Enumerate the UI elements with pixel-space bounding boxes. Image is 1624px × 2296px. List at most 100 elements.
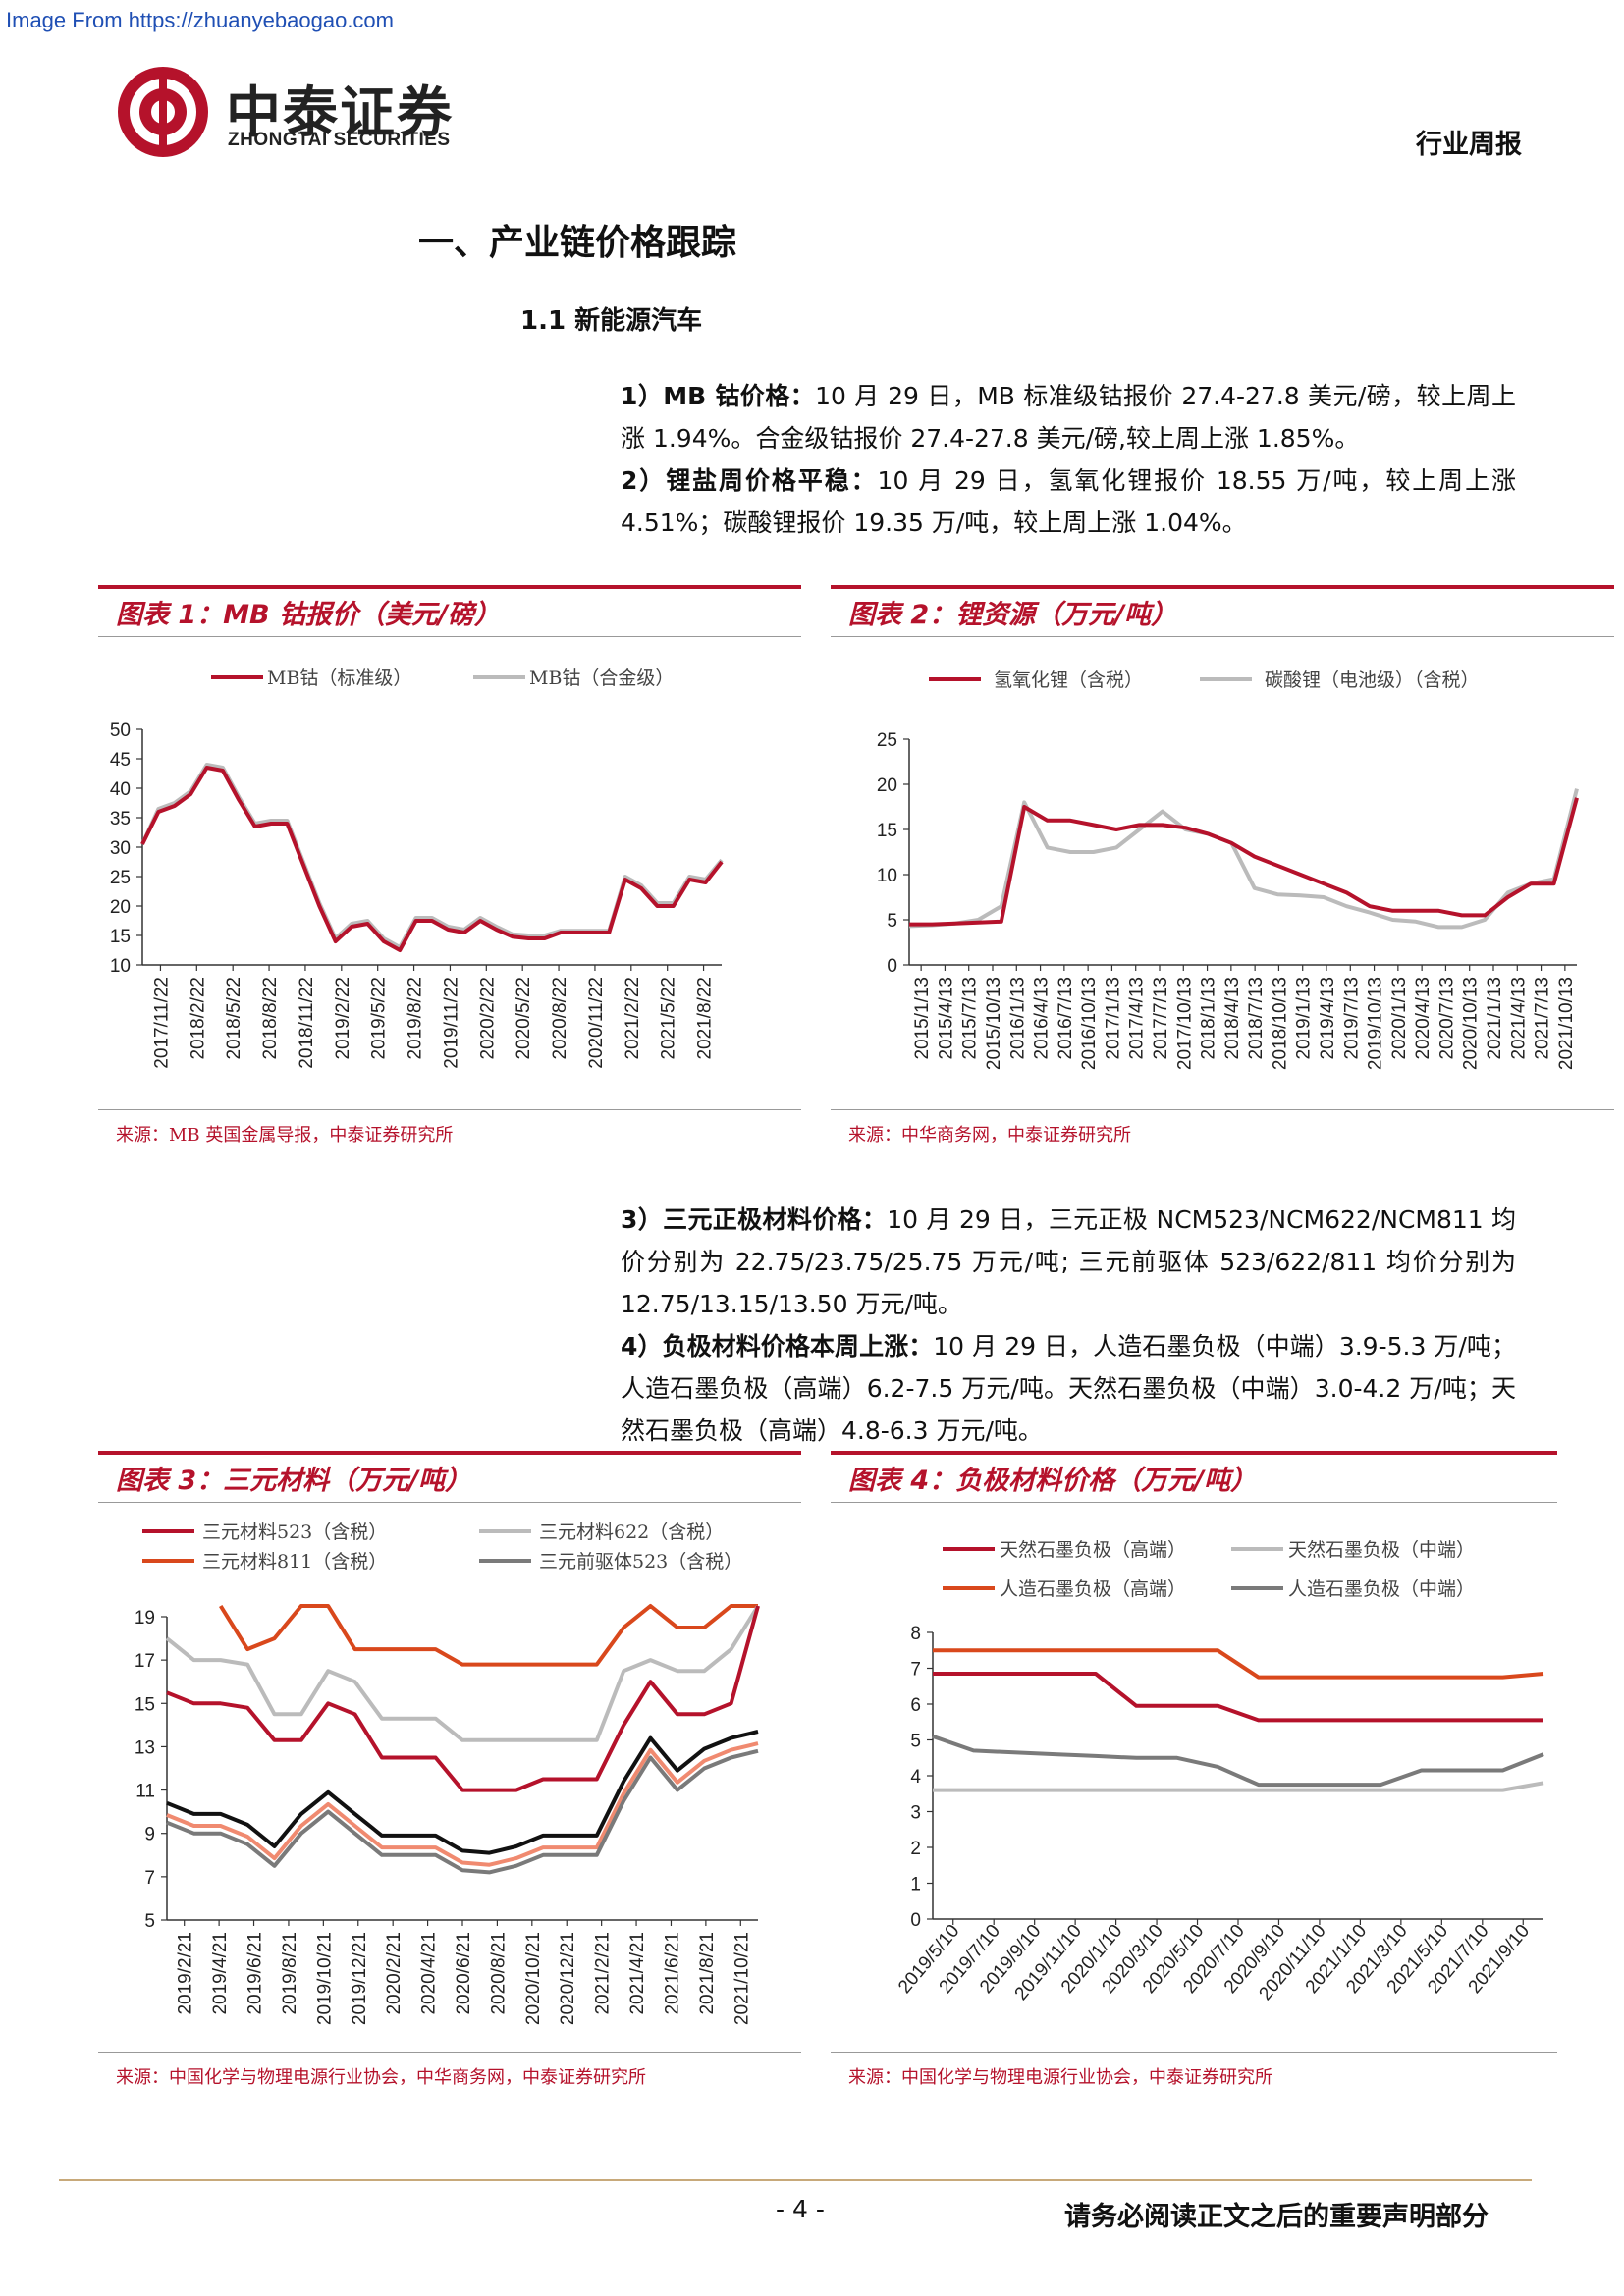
paragraph-cobalt-text: 10 月 29 日，MB 标准级钴报价 27.4-27.8 美元/磅，较上周上涨… [621, 382, 1516, 453]
figure-1-source: 来源：MB 英国金属导报，中泰证券研究所 [116, 1125, 454, 1146]
x-tick-label: 2021/2/21 [593, 1932, 614, 2015]
x-tick-label: 2017/1/13 [1103, 977, 1123, 1060]
series-line [166, 1748, 759, 1875]
x-tick-label: 2020/1/13 [1389, 977, 1410, 1060]
x-tick-label: 2021/10/13 [1556, 977, 1577, 1070]
series-line [909, 797, 1579, 927]
y-tick-label: 11 [135, 1782, 155, 1802]
legend-label-li2co3: 碳酸锂（电池级）（含税） [1265, 669, 1480, 691]
chart-1-plot: 10 15 20 25 30 35 40 45 50 2017/11/22 2018/2/22 201… [110, 721, 724, 1069]
y-tick-label: 7 [910, 1660, 921, 1681]
y-tick-label: 45 [110, 750, 131, 771]
figure-2-title: 图表 2：锂资源（万元/吨） [848, 600, 1178, 630]
logo-icon [118, 67, 208, 157]
y-tick-label: 9 [144, 1825, 155, 1845]
y-tick-label: 2 [910, 1839, 921, 1859]
x-tick-label: 2019/10/13 [1366, 977, 1386, 1070]
y-tick-label: 7 [144, 1868, 155, 1889]
legend-label-artificial-high: 人造石墨负极（高端） [1000, 1578, 1186, 1600]
figure-3-bottom-divider [98, 2052, 801, 2053]
legend-label-alloy: MB钴（合金级） [529, 667, 674, 689]
paragraph-lithium-text: 10 月 29 日，氢氧化锂报价 18.55 万/吨，较上周上涨 4.51%；碳… [621, 466, 1516, 537]
x-tick-label: 2018/10/13 [1270, 977, 1290, 1070]
x-tick-label: 2015/7/13 [960, 977, 981, 1060]
y-tick-label: 5 [910, 1732, 921, 1752]
section-heading: 一、产业链价格跟踪 [418, 223, 737, 263]
x-tick-label: 2020/11/22 [586, 977, 607, 1069]
x-tick-label: 2019/5/22 [369, 977, 390, 1060]
x-tick-label: 2017/10/13 [1174, 977, 1195, 1070]
x-tick-label: 2020/8/22 [550, 977, 570, 1060]
brand-name-cn: 中泰证券 [226, 81, 454, 145]
x-tick-label: 2018/2/22 [188, 977, 208, 1060]
x-tick-label: 2019/6/21 [245, 1932, 266, 2015]
x-tick-label: 2015/4/13 [936, 977, 956, 1060]
legend-label-pre523: 三元前驱体523（含税） [539, 1551, 742, 1573]
x-tick-label: 2019/1/13 [1294, 977, 1315, 1060]
x-tick-label: 2020/2/21 [384, 1932, 405, 2015]
legend-label-natural-mid: 天然石墨负极（中端） [1288, 1539, 1475, 1561]
y-tick-label: 19 [135, 1608, 155, 1629]
x-tick-label: 2018/5/22 [224, 977, 244, 1060]
x-tick-label: 2020/4/13 [1413, 977, 1434, 1060]
chart-1-mb-cobalt: MB钴（标准级） MB钴（合金级） 10 15 20 25 30 35 40 45 50 2017… [110, 667, 724, 1069]
x-tick-label: 2018/4/13 [1222, 977, 1243, 1060]
paragraph-anode: 4）负极材料价格本周上涨：10 月 29 日，人造石墨负极（中端）3.9-5.3… [621, 1325, 1516, 1452]
y-tick-label: 30 [110, 838, 131, 859]
x-tick-label: 2020/5/22 [514, 977, 534, 1060]
chart-4-anode: 天然石墨负极（高端） 天然石墨负极（中端） 人造石墨负极（高端） 人造石墨负极（… [894, 1539, 1544, 2004]
figure-3-source: 来源：中国化学与物理电源行业协会，中华商务网，中泰证券研究所 [116, 2067, 646, 2088]
legend-label-622: 三元材料622（含税） [539, 1522, 724, 1543]
x-tick-label: 2019/8/21 [280, 1932, 300, 2015]
figure-4-title: 图表 4：负极材料价格（万元/吨） [848, 1466, 1258, 1496]
y-tick-label: 20 [877, 775, 897, 796]
figure-3-title: 图表 3：三元材料（万元/吨） [116, 1466, 472, 1496]
series-line [219, 1604, 758, 1667]
legend-label-standard: MB钴（标准级） [267, 667, 411, 689]
series-line [933, 1781, 1544, 1792]
series-line [933, 1648, 1544, 1680]
paragraph-anode-text: 10 月 29 日，人造石墨负极（中端）3.9-5.3 万/吨；人造石墨负极（高… [621, 1332, 1516, 1445]
paragraph-block-1: 1）MB 钴价格：10 月 29 日，MB 标准级钴报价 27.4-27.8 美… [621, 375, 1516, 544]
series-line-unlabeled-2 [166, 1741, 759, 1867]
x-tick-label: 2016/10/13 [1079, 977, 1100, 1070]
figure-1-rule [98, 585, 801, 589]
y-tick-label: 0 [887, 956, 897, 977]
x-tick-label: 2016/1/13 [1007, 977, 1028, 1060]
x-tick-label: 2017/11/22 [151, 977, 172, 1069]
chart-3-legend: 三元材料523（含税） 三元材料622（含税） 三元材料811（含税） 三元前驱… [142, 1522, 742, 1573]
x-tick-label: 2020/12/21 [558, 1932, 578, 2025]
x-tick-label: 2020/6/21 [454, 1932, 474, 2015]
y-tick-label: 20 [110, 897, 131, 918]
x-tick-label: 2019/11/22 [441, 977, 461, 1069]
y-tick-label: 50 [110, 721, 131, 741]
figure-1-divider [98, 636, 801, 637]
chart-2-lithium: 氢氧化锂（含税） 碳酸锂（电池级）（含税） 0 5 10 15 20 25 2015/1/1… [877, 669, 1579, 1070]
series-line [932, 1735, 1544, 1788]
figure-2-rule [831, 585, 1614, 589]
series-line [140, 766, 724, 952]
x-tick-label: 2021/6/21 [662, 1932, 682, 2015]
figure-1-title: 图表 1：MB 钴报价（美元/磅） [116, 600, 501, 630]
series-line [908, 788, 1579, 930]
page-number: - 4 - [776, 2195, 825, 2223]
x-tick-label: 2019/4/21 [210, 1932, 231, 2015]
y-tick-label: 15 [877, 821, 897, 841]
series-line [933, 1672, 1543, 1723]
figure-3-rule [98, 1451, 801, 1455]
x-tick-label: 2021/4/13 [1508, 977, 1529, 1060]
y-tick-label: 1 [910, 1875, 921, 1896]
x-tick-label: 2019/2/22 [333, 977, 353, 1060]
watermark-text: Image From https://zhuanyebaogao.com [6, 8, 394, 32]
y-tick-label: 4 [910, 1767, 921, 1788]
paragraph-anode-lead: 4）负极材料价格本周上涨： [621, 1332, 934, 1361]
x-tick-label: 2018/1/13 [1199, 977, 1219, 1060]
x-tick-label: 2018/8/22 [260, 977, 281, 1060]
y-tick-label: 5 [144, 1911, 155, 1932]
y-tick-label: 10 [110, 956, 131, 977]
figure-3-divider [98, 1502, 801, 1503]
legend-label-artificial-mid: 人造石墨负极（中端） [1288, 1578, 1475, 1600]
figure-4-divider [831, 1502, 1557, 1503]
y-tick-label: 25 [877, 730, 897, 751]
x-tick-label: 2019/2/21 [176, 1932, 196, 2015]
